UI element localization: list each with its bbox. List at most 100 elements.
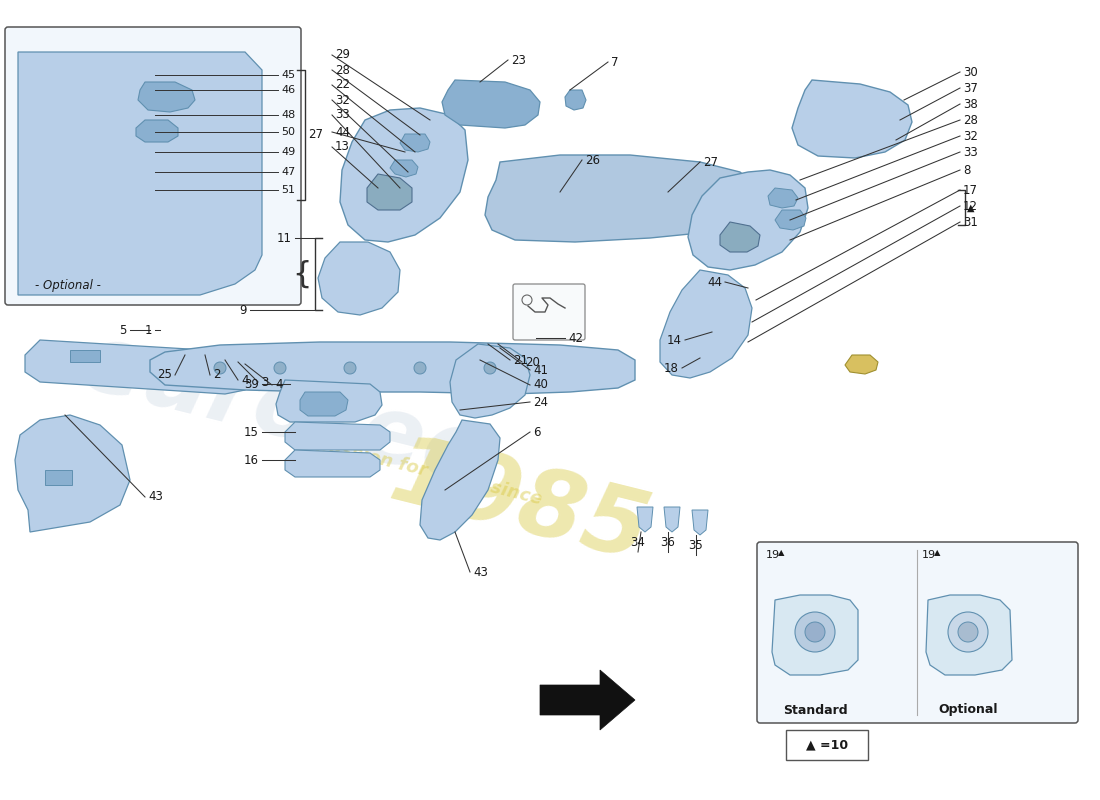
Text: 17: 17 xyxy=(962,183,978,197)
Polygon shape xyxy=(926,595,1012,675)
Text: 25: 25 xyxy=(157,369,172,382)
Text: 48: 48 xyxy=(280,110,295,120)
Circle shape xyxy=(344,362,356,374)
Polygon shape xyxy=(664,507,680,532)
Text: 5: 5 xyxy=(120,323,127,337)
Circle shape xyxy=(948,612,988,652)
Text: 30: 30 xyxy=(962,66,978,78)
Polygon shape xyxy=(18,52,262,295)
Text: 6: 6 xyxy=(534,426,540,438)
FancyBboxPatch shape xyxy=(6,27,301,305)
Text: 44: 44 xyxy=(707,275,722,289)
Text: 42: 42 xyxy=(568,331,583,345)
Text: 45: 45 xyxy=(280,70,295,80)
Text: 35: 35 xyxy=(689,539,703,552)
Polygon shape xyxy=(442,80,540,128)
Polygon shape xyxy=(318,242,400,315)
Text: 4: 4 xyxy=(275,378,283,391)
Polygon shape xyxy=(637,507,653,532)
Text: 27: 27 xyxy=(703,155,718,169)
Text: 33: 33 xyxy=(336,109,350,122)
Polygon shape xyxy=(450,344,530,418)
Text: 16: 16 xyxy=(244,454,258,466)
Text: 34: 34 xyxy=(630,536,646,549)
Text: 46: 46 xyxy=(280,85,295,95)
Circle shape xyxy=(274,362,286,374)
Text: ▲: ▲ xyxy=(778,549,784,558)
FancyBboxPatch shape xyxy=(786,730,868,760)
Text: 1: 1 xyxy=(144,323,152,337)
Text: 28: 28 xyxy=(962,114,978,126)
Polygon shape xyxy=(772,595,858,675)
Polygon shape xyxy=(720,222,760,252)
Text: 9: 9 xyxy=(240,303,248,317)
Polygon shape xyxy=(300,392,348,416)
Polygon shape xyxy=(390,160,418,177)
Polygon shape xyxy=(565,90,586,110)
Polygon shape xyxy=(692,510,708,535)
Polygon shape xyxy=(845,355,878,374)
Text: 23: 23 xyxy=(512,54,526,66)
Text: 27: 27 xyxy=(308,129,323,142)
Text: 32: 32 xyxy=(336,94,350,106)
Text: 11: 11 xyxy=(277,231,292,245)
Text: 26: 26 xyxy=(585,154,600,166)
Polygon shape xyxy=(660,270,752,378)
Text: - Optional -: - Optional - xyxy=(35,279,101,292)
Text: 20: 20 xyxy=(525,355,540,369)
Text: ▲: ▲ xyxy=(934,549,940,558)
Text: {: { xyxy=(293,259,312,289)
Text: 43: 43 xyxy=(473,566,488,578)
Text: 7: 7 xyxy=(610,55,618,69)
Text: 32: 32 xyxy=(962,130,978,142)
Text: 41: 41 xyxy=(534,363,548,377)
Polygon shape xyxy=(136,120,178,142)
Text: 49: 49 xyxy=(280,147,295,157)
Polygon shape xyxy=(400,134,430,152)
Text: Optional: Optional xyxy=(938,703,998,717)
Text: 4: 4 xyxy=(241,374,249,386)
Text: 22: 22 xyxy=(336,78,350,91)
Text: 47: 47 xyxy=(280,167,295,177)
Polygon shape xyxy=(150,342,635,394)
Polygon shape xyxy=(367,174,412,210)
Polygon shape xyxy=(276,380,382,422)
Polygon shape xyxy=(15,415,130,532)
Polygon shape xyxy=(792,80,912,158)
Text: 19: 19 xyxy=(922,550,936,560)
Polygon shape xyxy=(340,108,468,242)
Polygon shape xyxy=(776,210,806,230)
Text: a passion for parts since: a passion for parts since xyxy=(297,431,543,509)
Text: 29: 29 xyxy=(336,49,350,62)
Circle shape xyxy=(214,362,225,374)
Text: 40: 40 xyxy=(534,378,548,391)
Polygon shape xyxy=(540,670,635,730)
Polygon shape xyxy=(25,340,252,394)
Circle shape xyxy=(958,622,978,642)
Circle shape xyxy=(414,362,426,374)
Text: ▲ =10: ▲ =10 xyxy=(806,738,848,751)
Text: 13: 13 xyxy=(336,141,350,154)
Polygon shape xyxy=(138,82,195,112)
Polygon shape xyxy=(688,170,808,270)
FancyBboxPatch shape xyxy=(513,284,585,340)
Text: 37: 37 xyxy=(962,82,978,94)
Text: 21: 21 xyxy=(513,354,528,366)
Polygon shape xyxy=(70,350,100,362)
Text: 43: 43 xyxy=(148,490,163,503)
Text: 14: 14 xyxy=(667,334,682,346)
Text: 36: 36 xyxy=(661,536,675,549)
Text: 3: 3 xyxy=(261,375,268,389)
Text: 28: 28 xyxy=(336,63,350,77)
Text: 15: 15 xyxy=(244,426,258,438)
Text: 33: 33 xyxy=(962,146,978,158)
Circle shape xyxy=(484,362,496,374)
FancyBboxPatch shape xyxy=(757,542,1078,723)
Text: 31: 31 xyxy=(962,215,978,229)
Text: 38: 38 xyxy=(962,98,978,110)
Polygon shape xyxy=(768,188,798,208)
Text: 39: 39 xyxy=(244,378,258,390)
Text: Standard: Standard xyxy=(783,703,847,717)
Polygon shape xyxy=(285,422,390,450)
Text: 2: 2 xyxy=(213,369,220,382)
